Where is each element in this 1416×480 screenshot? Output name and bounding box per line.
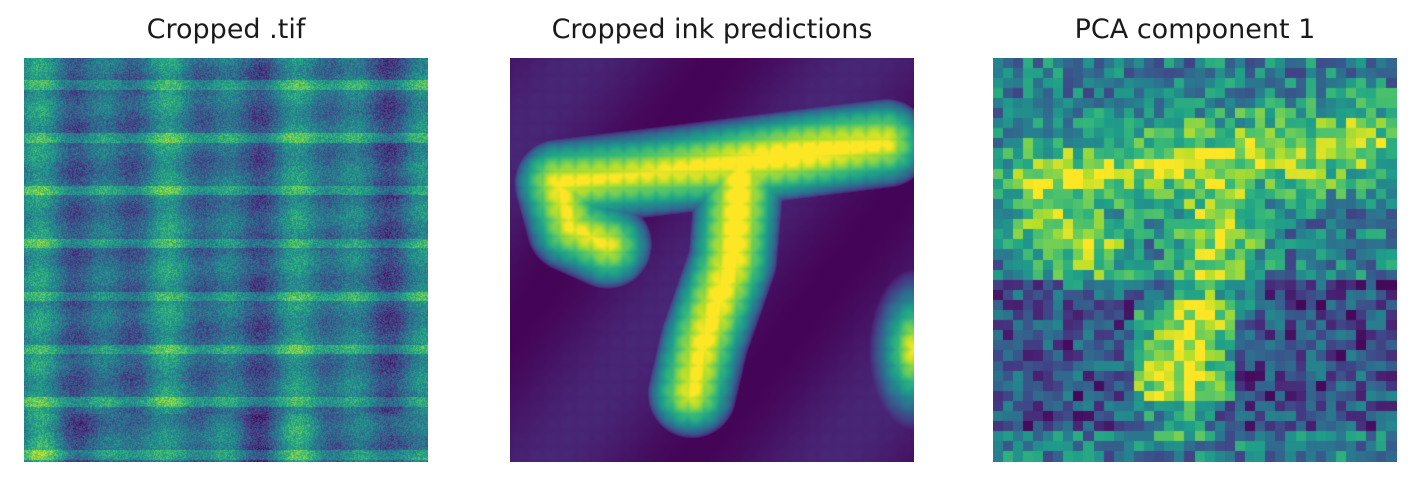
panel-title: PCA component 1 [1074, 14, 1316, 45]
panel-title: Cropped ink predictions [551, 14, 873, 45]
pca-component-image [993, 58, 1397, 462]
panel-ink-predictions: Cropped ink predictions [510, 0, 914, 480]
panel-pca-component: PCA component 1 [993, 0, 1397, 480]
ink-predictions-image [510, 58, 914, 462]
panel-title: Cropped .tif [146, 14, 306, 45]
cropped-tif-image [24, 58, 428, 462]
panel-cropped-tif: Cropped .tif [24, 0, 428, 480]
